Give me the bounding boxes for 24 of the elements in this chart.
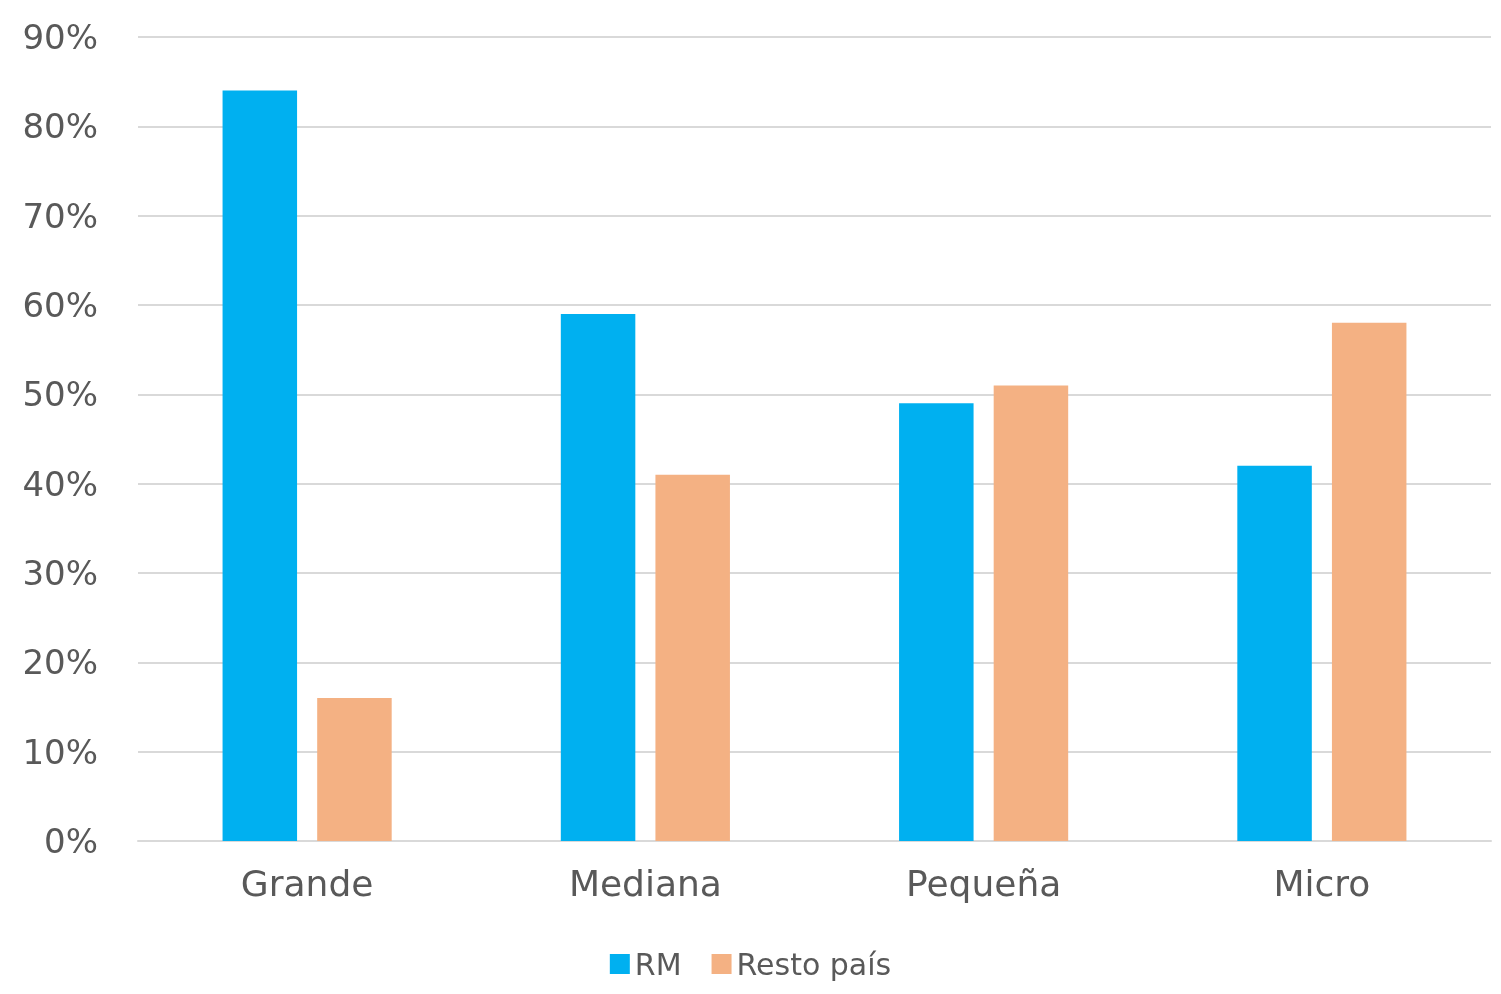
bar — [1331, 322, 1407, 841]
y-tick-label: 40% — [22, 463, 98, 504]
y-tick-label: 80% — [22, 106, 98, 147]
y-tick-label: 20% — [22, 642, 98, 683]
legend-label: Resto país — [736, 946, 892, 982]
x-tick-label: Grande — [240, 862, 374, 904]
bar — [993, 385, 1069, 841]
x-tick-label: Mediana — [568, 862, 722, 904]
bar — [899, 403, 974, 841]
y-tick-label: 60% — [22, 285, 98, 325]
bar — [560, 313, 636, 841]
x-tick-label: Micro — [1273, 862, 1371, 904]
bar — [1237, 465, 1312, 841]
y-tick-label: 90% — [22, 17, 98, 57]
bar — [222, 90, 298, 841]
bar — [317, 698, 392, 841]
legend-label: RM — [634, 946, 682, 982]
x-tick-label: Pequeña — [905, 862, 1062, 904]
bar — [655, 474, 730, 841]
y-tick-label: 10% — [22, 731, 98, 772]
y-tick-label: 30% — [22, 553, 98, 593]
y-tick-label: 70% — [22, 195, 98, 236]
y-tick-label: 50% — [22, 374, 98, 415]
y-tick-label: 0% — [44, 821, 98, 861]
